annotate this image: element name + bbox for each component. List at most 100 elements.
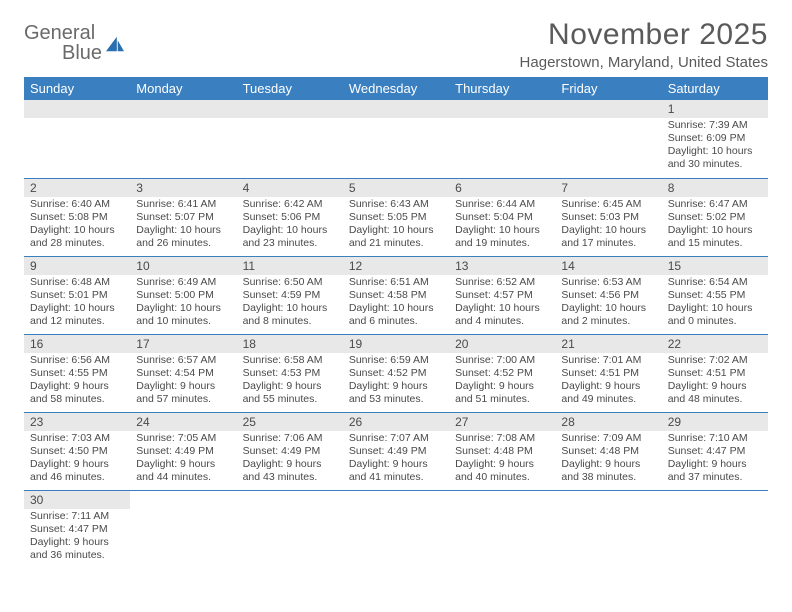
day-number: 27: [449, 413, 555, 431]
day-header: Sunday: [24, 77, 130, 100]
calendar-cell: 13Sunrise: 6:52 AMSunset: 4:57 PMDayligh…: [449, 256, 555, 334]
day-content: Sunrise: 6:49 AMSunset: 5:00 PMDaylight:…: [130, 275, 236, 332]
calendar-head: SundayMondayTuesdayWednesdayThursdayFrid…: [24, 77, 768, 100]
day-content: Sunrise: 6:45 AMSunset: 5:03 PMDaylight:…: [555, 197, 661, 254]
day-number: [130, 491, 236, 509]
calendar-cell: 8Sunrise: 6:47 AMSunset: 5:02 PMDaylight…: [662, 178, 768, 256]
calendar-cell: 2Sunrise: 6:40 AMSunset: 5:08 PMDaylight…: [24, 178, 130, 256]
day-number: 26: [343, 413, 449, 431]
calendar-cell: 23Sunrise: 7:03 AMSunset: 4:50 PMDayligh…: [24, 412, 130, 490]
day-content: Sunrise: 7:08 AMSunset: 4:48 PMDaylight:…: [449, 431, 555, 488]
day-header: Saturday: [662, 77, 768, 100]
day-number: 28: [555, 413, 661, 431]
calendar-page: General Blue November 2025 Hagerstown, M…: [0, 0, 792, 586]
calendar-cell: 30Sunrise: 7:11 AMSunset: 4:47 PMDayligh…: [24, 490, 130, 568]
day-content: [24, 118, 130, 135]
day-number: [343, 100, 449, 118]
calendar-cell: 22Sunrise: 7:02 AMSunset: 4:51 PMDayligh…: [662, 334, 768, 412]
day-header: Wednesday: [343, 77, 449, 100]
calendar-cell: 26Sunrise: 7:07 AMSunset: 4:49 PMDayligh…: [343, 412, 449, 490]
calendar-row: 23Sunrise: 7:03 AMSunset: 4:50 PMDayligh…: [24, 412, 768, 490]
day-number: 15: [662, 257, 768, 275]
day-content: Sunrise: 7:39 AMSunset: 6:09 PMDaylight:…: [662, 118, 768, 175]
day-content: Sunrise: 7:00 AMSunset: 4:52 PMDaylight:…: [449, 353, 555, 410]
day-content: Sunrise: 6:57 AMSunset: 4:54 PMDaylight:…: [130, 353, 236, 410]
day-content: Sunrise: 6:52 AMSunset: 4:57 PMDaylight:…: [449, 275, 555, 332]
day-content: Sunrise: 6:48 AMSunset: 5:01 PMDaylight:…: [24, 275, 130, 332]
calendar-cell: 19Sunrise: 6:59 AMSunset: 4:52 PMDayligh…: [343, 334, 449, 412]
calendar-cell: 10Sunrise: 6:49 AMSunset: 5:00 PMDayligh…: [130, 256, 236, 334]
calendar-cell: [662, 490, 768, 568]
day-content: Sunrise: 6:58 AMSunset: 4:53 PMDaylight:…: [237, 353, 343, 410]
day-content: [449, 118, 555, 135]
day-number: 29: [662, 413, 768, 431]
day-number: 4: [237, 179, 343, 197]
day-number: [130, 100, 236, 118]
day-number: 23: [24, 413, 130, 431]
day-content: Sunrise: 7:10 AMSunset: 4:47 PMDaylight:…: [662, 431, 768, 488]
day-number: 25: [237, 413, 343, 431]
day-number: 21: [555, 335, 661, 353]
day-content: [555, 118, 661, 135]
day-content: Sunrise: 7:11 AMSunset: 4:47 PMDaylight:…: [24, 509, 130, 566]
sail-icon: [104, 35, 126, 53]
day-content: [343, 118, 449, 135]
calendar-cell: [449, 490, 555, 568]
day-number: 16: [24, 335, 130, 353]
day-content: [130, 118, 236, 135]
day-number: 10: [130, 257, 236, 275]
day-number: [24, 100, 130, 118]
calendar-cell: [237, 100, 343, 178]
day-content: Sunrise: 7:06 AMSunset: 4:49 PMDaylight:…: [237, 431, 343, 488]
day-header: Thursday: [449, 77, 555, 100]
calendar-cell: 27Sunrise: 7:08 AMSunset: 4:48 PMDayligh…: [449, 412, 555, 490]
day-header: Friday: [555, 77, 661, 100]
calendar-cell: 29Sunrise: 7:10 AMSunset: 4:47 PMDayligh…: [662, 412, 768, 490]
calendar-row: 30Sunrise: 7:11 AMSunset: 4:47 PMDayligh…: [24, 490, 768, 568]
day-content: [662, 509, 768, 526]
day-number: 2: [24, 179, 130, 197]
calendar-cell: [555, 490, 661, 568]
calendar-cell: 16Sunrise: 6:56 AMSunset: 4:55 PMDayligh…: [24, 334, 130, 412]
calendar-cell: 4Sunrise: 6:42 AMSunset: 5:06 PMDaylight…: [237, 178, 343, 256]
day-header: Monday: [130, 77, 236, 100]
day-content: Sunrise: 6:50 AMSunset: 4:59 PMDaylight:…: [237, 275, 343, 332]
month-title: November 2025: [520, 18, 768, 52]
day-number: 18: [237, 335, 343, 353]
day-number: [449, 491, 555, 509]
day-content: [130, 509, 236, 526]
day-number: [662, 491, 768, 509]
day-number: 8: [662, 179, 768, 197]
day-content: Sunrise: 6:54 AMSunset: 4:55 PMDaylight:…: [662, 275, 768, 332]
day-content: Sunrise: 7:09 AMSunset: 4:48 PMDaylight:…: [555, 431, 661, 488]
calendar-cell: 18Sunrise: 6:58 AMSunset: 4:53 PMDayligh…: [237, 334, 343, 412]
title-block: November 2025 Hagerstown, Maryland, Unit…: [520, 18, 768, 71]
day-number: 24: [130, 413, 236, 431]
calendar-cell: [237, 490, 343, 568]
day-number: 7: [555, 179, 661, 197]
calendar-cell: 9Sunrise: 6:48 AMSunset: 5:01 PMDaylight…: [24, 256, 130, 334]
calendar-cell: [130, 490, 236, 568]
calendar-cell: 21Sunrise: 7:01 AMSunset: 4:51 PMDayligh…: [555, 334, 661, 412]
calendar-cell: 20Sunrise: 7:00 AMSunset: 4:52 PMDayligh…: [449, 334, 555, 412]
calendar-cell: 15Sunrise: 6:54 AMSunset: 4:55 PMDayligh…: [662, 256, 768, 334]
day-number: [449, 100, 555, 118]
calendar-cell: 25Sunrise: 7:06 AMSunset: 4:49 PMDayligh…: [237, 412, 343, 490]
calendar-cell: 11Sunrise: 6:50 AMSunset: 4:59 PMDayligh…: [237, 256, 343, 334]
calendar-row: 9Sunrise: 6:48 AMSunset: 5:01 PMDaylight…: [24, 256, 768, 334]
day-content: Sunrise: 6:41 AMSunset: 5:07 PMDaylight:…: [130, 197, 236, 254]
day-number: [555, 100, 661, 118]
day-number: 3: [130, 179, 236, 197]
calendar-cell: [130, 100, 236, 178]
calendar-cell: 14Sunrise: 6:53 AMSunset: 4:56 PMDayligh…: [555, 256, 661, 334]
day-content: Sunrise: 7:01 AMSunset: 4:51 PMDaylight:…: [555, 353, 661, 410]
day-number: [237, 100, 343, 118]
calendar-cell: 5Sunrise: 6:43 AMSunset: 5:05 PMDaylight…: [343, 178, 449, 256]
header: General Blue November 2025 Hagerstown, M…: [24, 18, 768, 71]
logo-word2: Blue: [24, 42, 102, 64]
calendar-cell: 17Sunrise: 6:57 AMSunset: 4:54 PMDayligh…: [130, 334, 236, 412]
day-content: [237, 509, 343, 526]
day-content: Sunrise: 6:44 AMSunset: 5:04 PMDaylight:…: [449, 197, 555, 254]
calendar-cell: [343, 100, 449, 178]
day-content: Sunrise: 6:59 AMSunset: 4:52 PMDaylight:…: [343, 353, 449, 410]
